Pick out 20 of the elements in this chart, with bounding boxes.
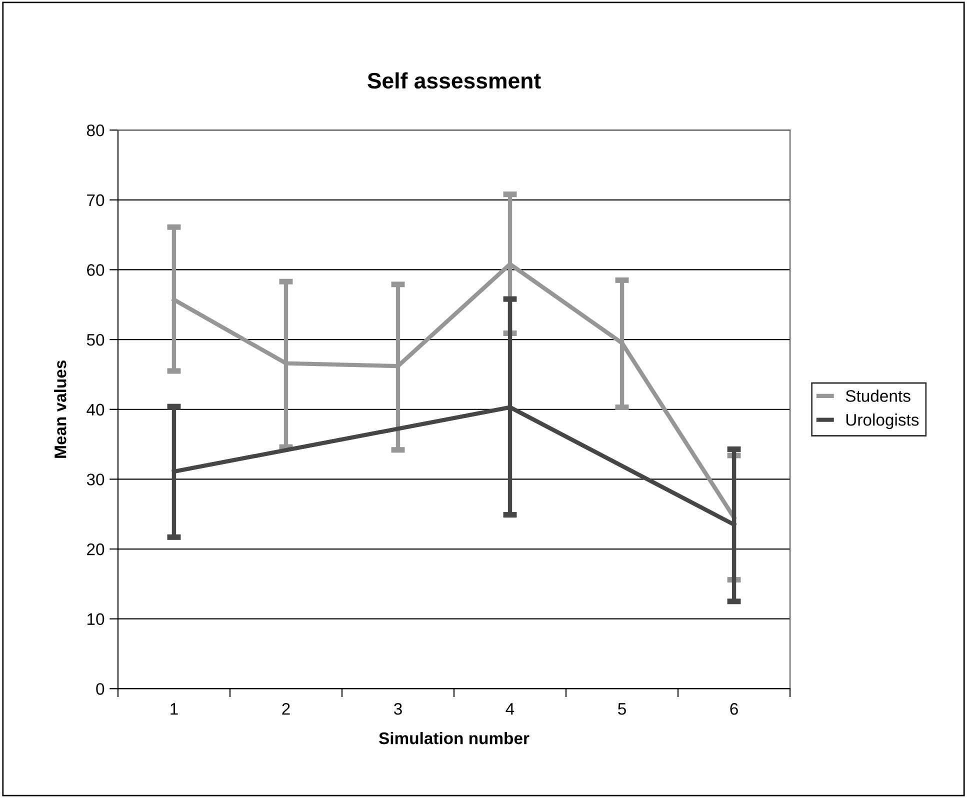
y-tick-label: 50 [86,334,104,346]
y-tick-label: 30 [86,474,104,486]
x-tick-label: 1 [170,703,178,715]
x-tick-label: 5 [618,703,626,715]
y-tick-label: 40 [86,404,104,416]
x-axis-title: Simulation number [379,732,530,744]
x-tick-label: 6 [730,703,738,715]
x-tick-label: 4 [506,703,514,715]
y-tick-label: 60 [87,264,104,276]
y-tick-label: 0 [96,683,104,695]
y-tick-label: 10 [88,613,104,626]
x-tick-label: 2 [282,703,290,715]
y-axis-title: Mean values [54,360,66,458]
legend-label: Urologists [846,414,919,430]
x-tick-label: 3 [394,703,402,715]
chart-title: Self assessment [368,72,541,89]
y-tick-label: 20 [87,543,104,556]
legend-label: Students [846,390,910,402]
y-tick-label: 70 [87,194,104,206]
y-tick-label: 80 [86,124,104,136]
